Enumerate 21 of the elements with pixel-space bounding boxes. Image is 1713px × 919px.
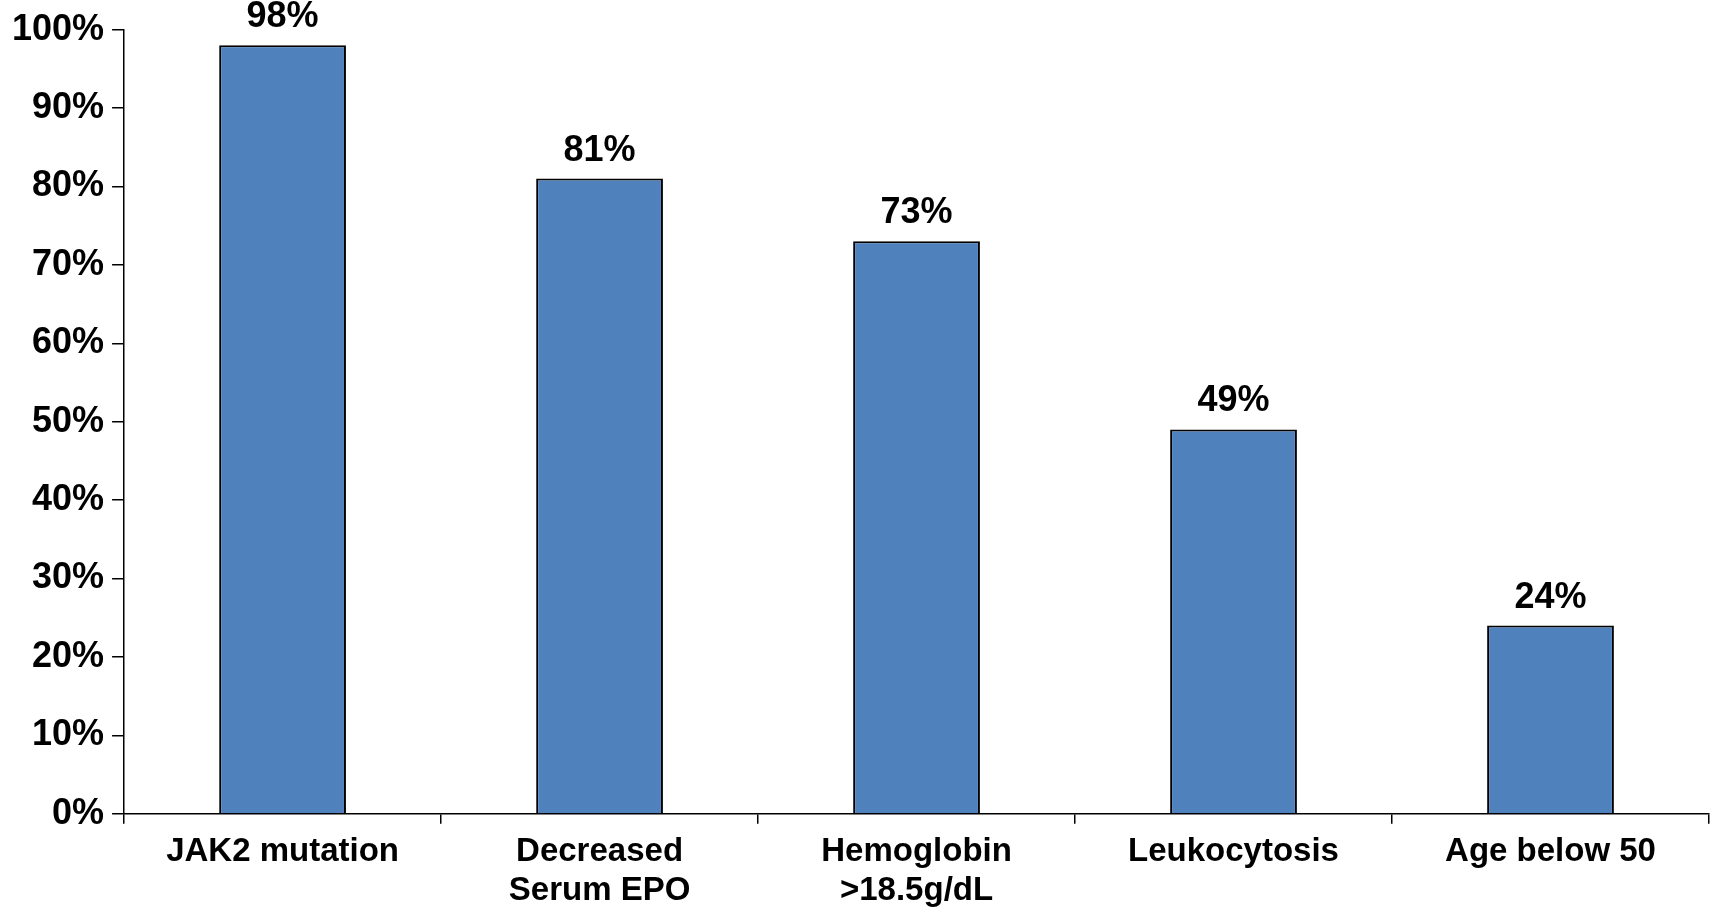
y-tick-label: 60% <box>32 320 105 362</box>
y-tick-label: 20% <box>32 633 105 675</box>
data-label: 98% <box>246 0 319 36</box>
data-label: 49% <box>1197 378 1270 420</box>
x-tick-label: Age below 50 <box>1445 830 1656 868</box>
y-tick-label: 10% <box>32 712 105 754</box>
y-tick-label: 70% <box>32 241 105 283</box>
y-tick-label: 100% <box>12 6 105 48</box>
x-tick-label: Decreased Serum EPO <box>508 830 691 908</box>
y-tick-label: 30% <box>32 555 105 597</box>
data-label: 81% <box>563 127 636 169</box>
x-tick-label: Hemoglobin >18.5g/dL <box>821 830 1012 908</box>
y-tick-label: 40% <box>32 477 105 519</box>
data-label: 73% <box>880 190 953 232</box>
y-tick-label: 0% <box>52 790 105 832</box>
x-tick-label: JAK2 mutation <box>166 830 399 868</box>
data-label: 24% <box>1514 574 1587 616</box>
y-tick-label: 90% <box>32 84 105 126</box>
x-tick-label: Leukocytosis <box>1128 830 1339 868</box>
y-tick-label: 50% <box>32 398 105 440</box>
y-tick-label: 80% <box>32 163 105 205</box>
